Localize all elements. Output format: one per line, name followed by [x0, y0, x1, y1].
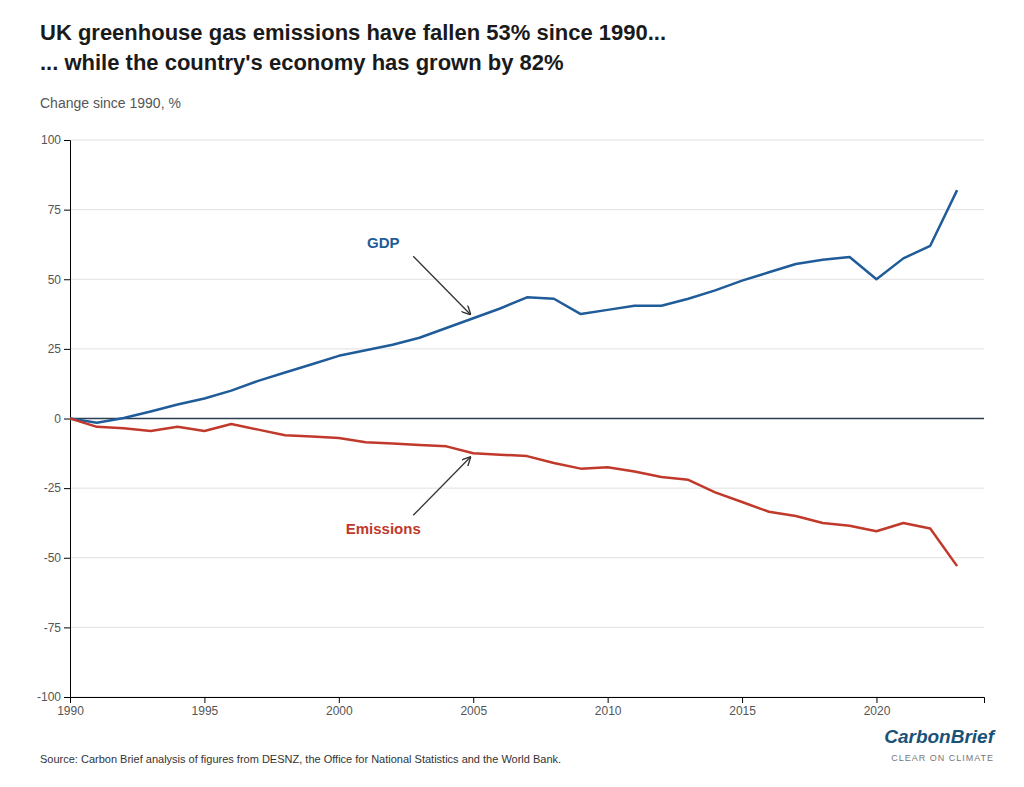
x-tick: 1995 [192, 697, 219, 718]
x-tick: 2015 [729, 697, 756, 718]
x-tick: 1990 [57, 697, 84, 718]
y-tick-mark [64, 419, 70, 420]
y-tick-mark [64, 210, 70, 211]
y-tick-label: -75 [44, 621, 62, 635]
y-tick-mark [64, 558, 70, 559]
annotation-arrow [413, 457, 470, 515]
x-tick-mark [742, 697, 743, 703]
y-tick: 50 [48, 273, 70, 287]
series-label: GDP [367, 234, 400, 251]
x-tick-mark [608, 697, 609, 703]
x-tick-label: 2020 [864, 704, 891, 718]
zero-line [70, 418, 984, 420]
title: UK greenhouse gas emissions have fallen … [40, 20, 666, 45]
grid [70, 140, 984, 697]
grid-line [70, 418, 984, 419]
x-tick: 2020 [864, 697, 891, 718]
y-tick-label: 50 [48, 273, 62, 287]
y-tick-label: 25 [48, 342, 62, 356]
x-tick-mark [876, 697, 877, 703]
x-tick-label: 1995 [192, 704, 219, 718]
y-tick-label: -100 [37, 690, 61, 704]
grid-line [70, 348, 984, 349]
y-tick: -100 [37, 690, 70, 704]
x-axis-line [71, 698, 985, 704]
grid-line [70, 627, 984, 628]
grid-line [70, 140, 984, 141]
plot-area: 1990 1995 2000 2005 2010 2015 2020 -100 -75 -50 -2… [37, 133, 985, 717]
x-tick-label: 1990 [57, 704, 84, 718]
annotation-arrow [413, 256, 470, 314]
y-tick-mark [64, 627, 70, 628]
series-label: Emissions [346, 520, 421, 537]
y-tick-mark [64, 279, 70, 280]
x-tick-label: 2010 [595, 704, 622, 718]
y-tick-mark [64, 697, 70, 698]
x-tick: 2000 [326, 697, 353, 718]
y-tick-label: -25 [44, 481, 62, 495]
series-line [70, 190, 957, 423]
y-tick-mark [64, 488, 70, 489]
logo-tagline: CLEAR ON CLIMATE [891, 753, 994, 763]
y-tick-mark [64, 349, 70, 350]
y-axis: -100 -75 -50 -25 0 25 50 75 100 [37, 133, 71, 704]
series-line [70, 419, 957, 567]
x-axis: 1990 1995 2000 2005 2010 2015 2020 [57, 697, 984, 718]
source: Source: Carbon Brief analysis of figures… [40, 753, 561, 765]
x-tick-label: 2015 [729, 704, 756, 718]
y-axis-line [64, 141, 71, 698]
y-tick-label: -50 [44, 551, 62, 565]
x-tick: 2005 [460, 697, 487, 718]
x-tick-mark [204, 697, 205, 703]
y-tick: -50 [44, 551, 70, 565]
x-tick-label: 2005 [460, 704, 487, 718]
y-tick-label: 75 [48, 203, 62, 217]
subtitle: Change since 1990, % [40, 95, 181, 111]
y-tick: -75 [44, 621, 70, 635]
y-tick: 100 [41, 133, 70, 147]
x-tick-mark [339, 697, 340, 703]
x-tick: 2010 [595, 697, 622, 718]
y-tick: 75 [48, 203, 70, 217]
y-tick: 0 [54, 412, 70, 426]
lines [70, 190, 957, 566]
y-tick: -25 [44, 481, 70, 495]
grid-line [70, 209, 984, 210]
y-tick-label: 0 [54, 412, 61, 426]
logo: CarbonBrief [884, 726, 995, 747]
grid-line [70, 557, 984, 558]
grid-line [70, 279, 984, 280]
y-tick: 25 [48, 342, 70, 356]
y-tick-mark [64, 140, 70, 141]
x-tick-mark [473, 697, 474, 703]
chart: UK greenhouse gas emissions have fallen … [0, 0, 1024, 787]
grid-line [70, 488, 984, 489]
x-tick-label: 2000 [326, 704, 353, 718]
title: ... while the country's economy has grow… [40, 50, 564, 75]
y-tick-label: 100 [41, 133, 61, 147]
series-labels: GDP Emissions [346, 234, 471, 537]
